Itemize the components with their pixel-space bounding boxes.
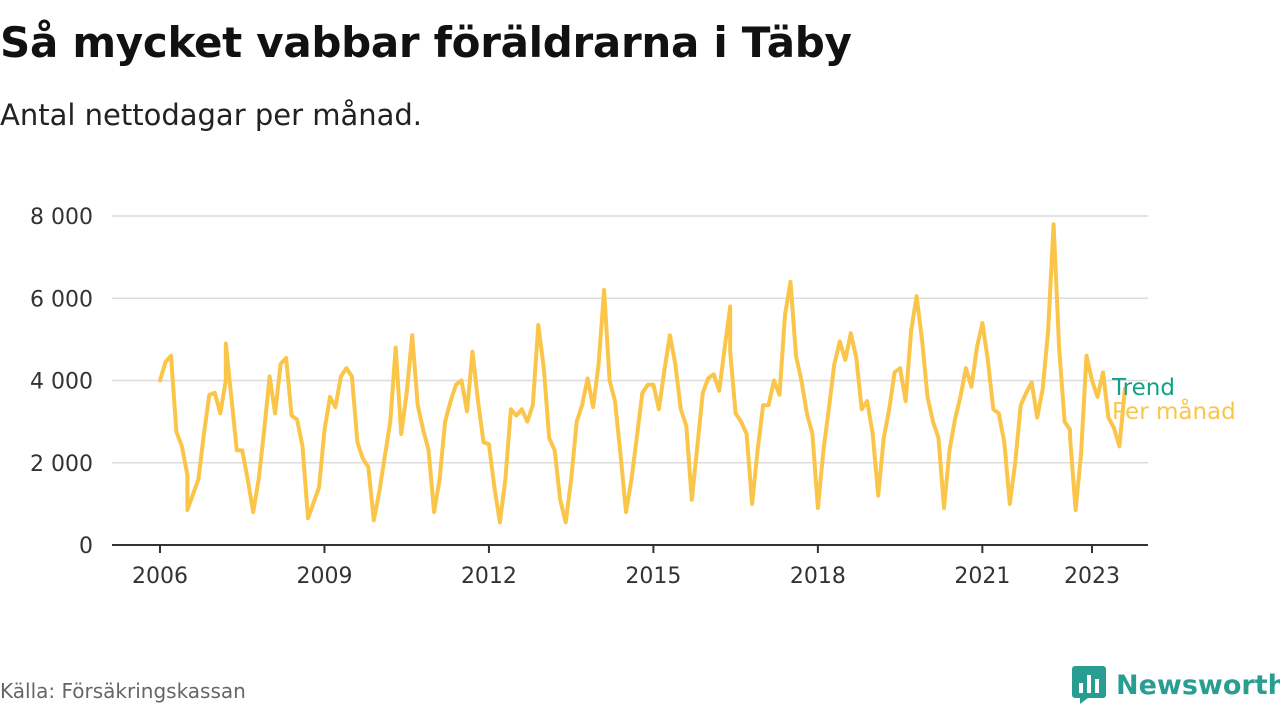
chart-subtitle: Antal nettodagar per månad. xyxy=(0,98,423,132)
y-tick-label: 8 000 xyxy=(30,205,93,230)
series-label: Trend xyxy=(1111,375,1175,401)
x-tick-label: 2018 xyxy=(790,564,846,589)
x-tick-label: 2009 xyxy=(296,564,352,589)
brand-name: Newsworthy xyxy=(1116,669,1280,701)
x-tick-label: 2021 xyxy=(954,564,1010,589)
grid-lines xyxy=(112,215,1148,464)
bar-chart-icon xyxy=(1072,666,1106,704)
series-lines xyxy=(158,222,1127,525)
x-tick-label: 2012 xyxy=(461,564,517,589)
x-tick-label: 2023 xyxy=(1064,564,1120,589)
y-tick-label: 2 000 xyxy=(30,452,93,477)
y-tick-label: 6 000 xyxy=(30,287,93,312)
y-tick-label: 4 000 xyxy=(30,370,93,395)
x-axis: 2006 2009 2012 2015 2018 2021 2023 xyxy=(112,544,1148,589)
newsworthy-logo: Newsworthy xyxy=(1072,665,1280,705)
y-tick-label: 0 xyxy=(79,534,93,559)
x-tick-label: 2015 xyxy=(625,564,681,589)
series-line-per-månad xyxy=(158,222,1127,525)
y-axis-ticks: 0 2 000 4 000 6 000 8 000 xyxy=(30,205,93,559)
source-note: Källa: Försäkringskassan xyxy=(0,679,246,703)
series-label: Per månad xyxy=(1112,397,1236,425)
x-tick-label: 2006 xyxy=(132,564,188,589)
chart-title: Så mycket vabbar föräldrarna i Täby xyxy=(0,18,852,67)
